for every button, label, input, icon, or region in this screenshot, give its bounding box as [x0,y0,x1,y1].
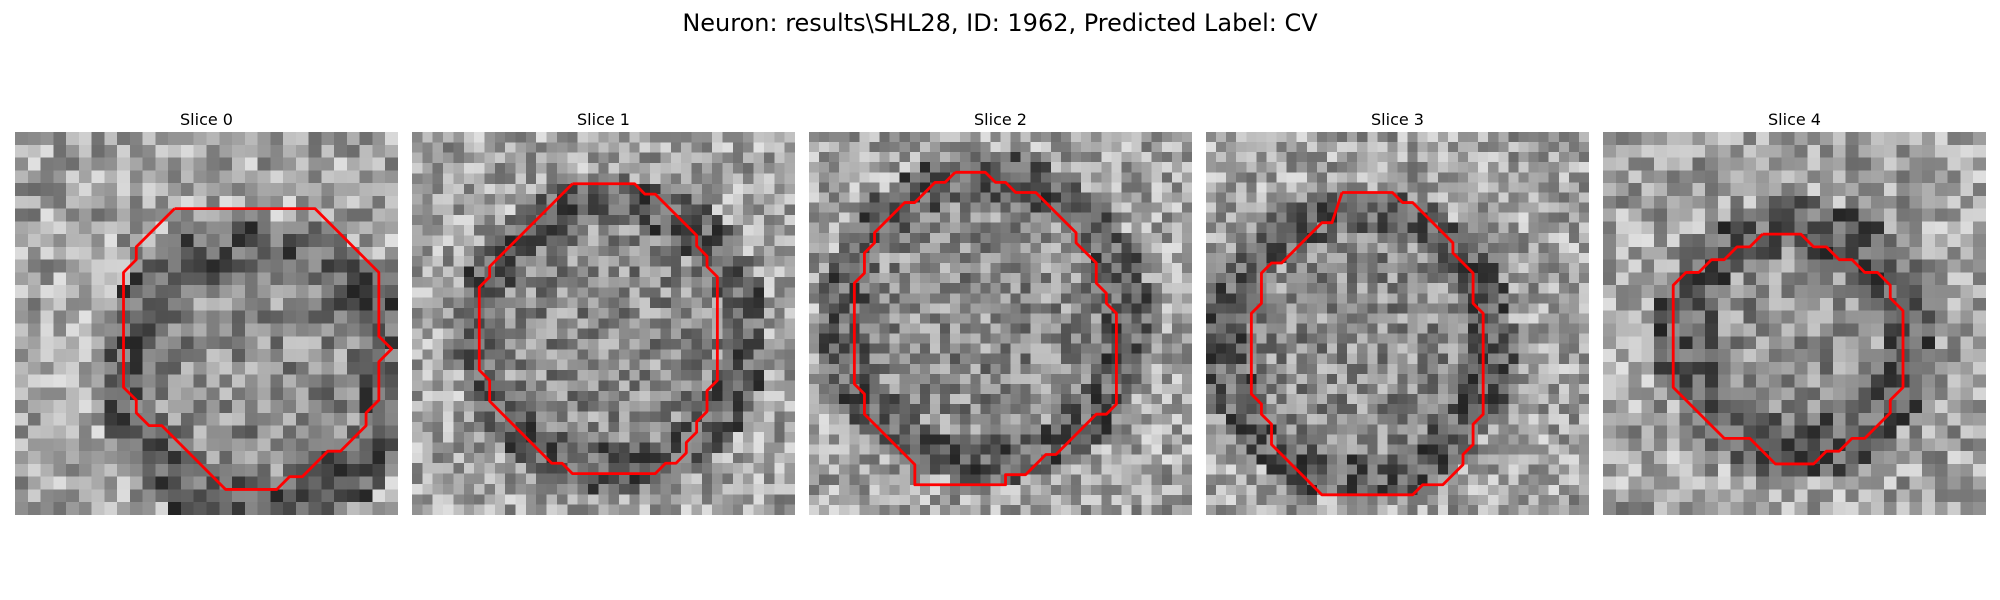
slice-panel-0: Slice 0 [15,108,398,515]
slice-image-1 [412,132,795,515]
slice-title: Slice 1 [577,110,630,129]
slice-image-2 [809,132,1192,515]
cell-contour-outline [122,207,394,491]
cell-contour-outline [852,170,1118,487]
slice-title: Slice 0 [180,110,233,129]
slice-image-3 [1206,132,1589,515]
slice-panel-2: Slice 2 [809,108,1192,515]
slice-panel-1: Slice 1 [412,108,795,515]
slice-title: Slice 2 [974,110,1027,129]
slice-title: Slice 4 [1768,110,1821,129]
slice-image-0 [15,132,398,515]
figure-title: Neuron: results\SHL28, ID: 1962, Predict… [682,9,1318,37]
slice-title: Slice 3 [1371,110,1424,129]
cell-contour-outline [477,182,719,475]
slice-panel-3: Slice 3 [1206,108,1589,515]
cell-contour-outline [1249,191,1485,497]
slice-image-4 [1603,132,1986,515]
cell-contour-outline [1671,232,1905,466]
slice-panel-4: Slice 4 [1603,108,1986,515]
